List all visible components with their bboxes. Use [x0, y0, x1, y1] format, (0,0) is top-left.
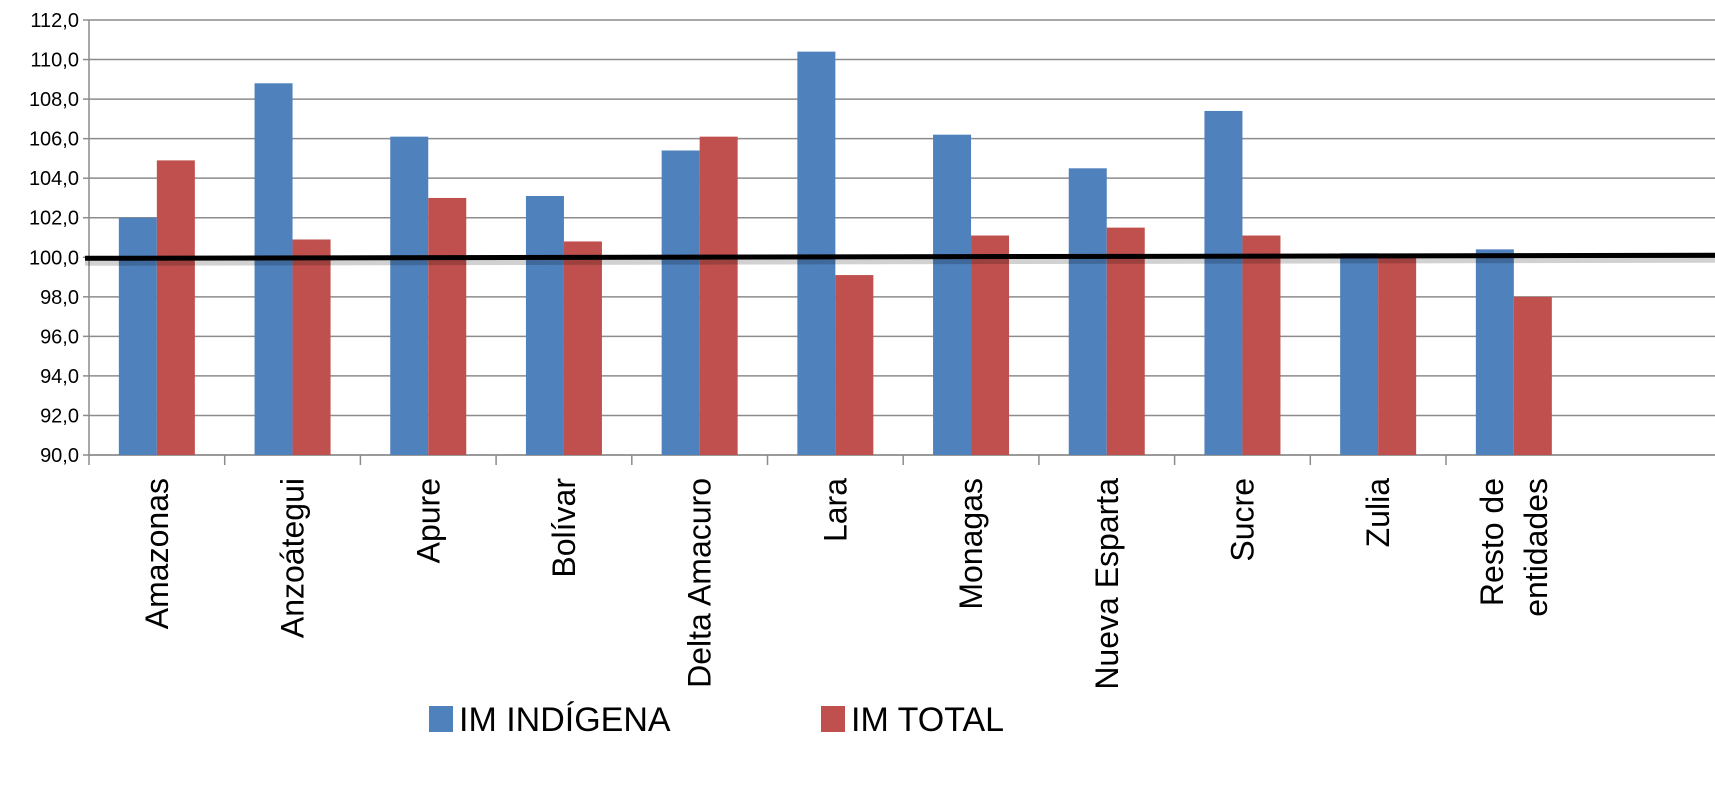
bar-im-indigena	[254, 83, 293, 455]
bar-im-total	[428, 197, 467, 456]
y-tick-label: 94,0	[40, 366, 79, 388]
reference-line	[84, 252, 1715, 261]
category-label: Apure	[410, 478, 446, 563]
bars	[118, 51, 1552, 456]
bar-im-total	[1242, 235, 1281, 455]
category-label: Resto de entidades	[1474, 478, 1554, 617]
reference-line-group	[84, 252, 1715, 266]
bar-im-total	[1513, 296, 1552, 455]
axes	[83, 19, 1715, 465]
bar-im-indigena	[933, 134, 972, 455]
bar-im-indigena	[1204, 110, 1243, 456]
bar-im-indigena	[661, 150, 700, 455]
category-label: Bolívar	[546, 478, 582, 578]
bar-im-total	[699, 136, 738, 455]
bar-im-total	[971, 235, 1010, 455]
category-labels: Amazonas Anzoátegui Apure Bolívar Delta Amac…	[139, 478, 1554, 690]
y-tick-label: 90,0	[40, 445, 79, 467]
category-label: Amazonas	[139, 478, 175, 629]
y-tick-label: 92,0	[40, 405, 79, 427]
category-label: Delta Amacuro	[682, 478, 718, 688]
category-label: Monagas	[953, 478, 989, 610]
bar-im-total	[156, 160, 195, 456]
bar-im-total	[835, 275, 874, 455]
legend-swatch	[429, 706, 453, 732]
category-label-line: Bolívar	[546, 478, 582, 578]
y-tick-label: 102,0	[29, 208, 79, 230]
bar-im-total	[292, 239, 331, 455]
bar-im-indigena	[390, 136, 429, 455]
legend-label: IM INDÍGENA	[459, 701, 671, 739]
y-tick-label: 96,0	[40, 326, 79, 348]
bar-im-indigena	[1340, 253, 1379, 455]
legend-swatch	[821, 706, 845, 732]
y-tick-label: 108,0	[29, 89, 79, 111]
bar-im-indigena	[1475, 249, 1514, 455]
legend: IM INDÍGENA IM TOTAL	[429, 701, 1004, 739]
category-label-line: Resto de	[1474, 478, 1510, 606]
category-label-line: Nueva Esparta	[1089, 478, 1125, 690]
category-label-line: Lara	[817, 478, 853, 542]
bar-im-indigena	[797, 51, 836, 456]
category-label-line: Delta Amacuro	[682, 478, 718, 688]
category-label-line: Anzoátegui	[275, 478, 311, 638]
category-label: Nueva Esparta	[1089, 478, 1125, 690]
category-label: Zulia	[1360, 478, 1396, 548]
bar-im-indigena	[118, 217, 157, 455]
bar-im-indigena	[525, 195, 564, 455]
category-label-line: Zulia	[1360, 478, 1396, 548]
bar-im-total	[1378, 255, 1417, 455]
reference-line-shadow	[84, 253, 1715, 266]
legend-label: IM TOTAL	[851, 701, 1004, 739]
category-label-line: Sucre	[1224, 478, 1260, 562]
category-label-line: Amazonas	[139, 478, 175, 629]
bar-im-total	[563, 241, 602, 455]
category-label-line: Monagas	[953, 478, 989, 610]
bar-im-total	[1106, 227, 1145, 455]
y-tick-label: 106,0	[29, 129, 79, 151]
category-label-line: entidades	[1518, 478, 1554, 617]
y-tick-label: 100,0	[29, 247, 79, 269]
category-label: Sucre	[1224, 478, 1260, 562]
y-tick-label: 104,0	[29, 168, 79, 190]
gridlines	[89, 19, 1715, 456]
category-label-line: Apure	[410, 478, 446, 563]
bar-im-indigena	[1068, 168, 1107, 455]
y-tick-label: 110,0	[30, 50, 79, 72]
category-label: Lara	[817, 478, 853, 542]
category-label: Anzoátegui	[275, 478, 311, 638]
y-tick-label: 98,0	[40, 287, 79, 309]
y-tick-labels: 90,0 92,0 94,0 96,0 98,0 100,0 102,0 104,0 106,0…	[29, 10, 79, 467]
y-tick-label: 112,0	[30, 10, 79, 32]
